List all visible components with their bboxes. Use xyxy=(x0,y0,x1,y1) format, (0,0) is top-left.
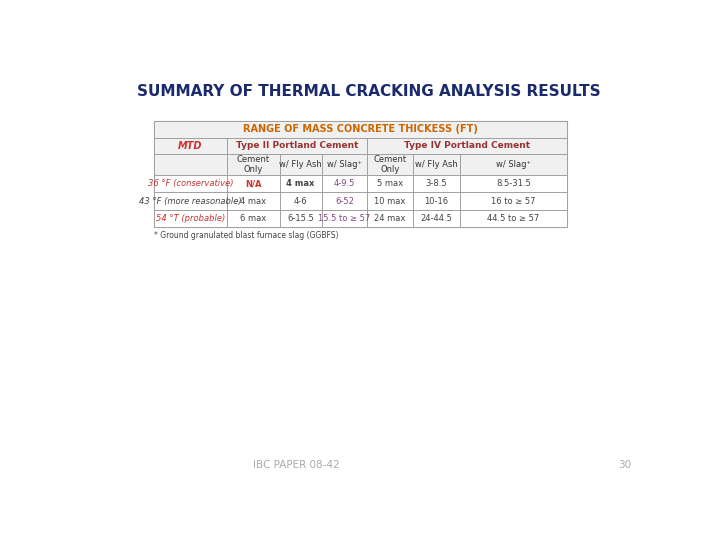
Text: 6-15.5: 6-15.5 xyxy=(287,214,314,223)
Text: 54 °T (probable): 54 °T (probable) xyxy=(156,214,225,223)
Bar xyxy=(367,210,413,227)
Text: 36 °F (conservative): 36 °F (conservative) xyxy=(148,179,233,188)
Text: * Ground granulated blast furnace slag (GGBFS): * Ground granulated blast furnace slag (… xyxy=(154,231,338,240)
Bar xyxy=(154,138,227,154)
Bar xyxy=(367,138,567,154)
Bar xyxy=(413,175,460,192)
Text: 4-9.5: 4-9.5 xyxy=(334,179,355,188)
Bar xyxy=(322,210,367,227)
Text: IBC PAPER 08-42: IBC PAPER 08-42 xyxy=(253,460,340,470)
Bar xyxy=(154,154,227,175)
Bar xyxy=(460,192,567,210)
Text: 6-52: 6-52 xyxy=(335,197,354,206)
Bar xyxy=(322,154,367,175)
Bar xyxy=(280,154,322,175)
Text: Type II Portland Cement: Type II Portland Cement xyxy=(235,141,359,150)
Text: 43 °F (more reasonable): 43 °F (more reasonable) xyxy=(139,197,242,206)
Text: 4 max: 4 max xyxy=(240,197,266,206)
Bar xyxy=(227,175,280,192)
Bar xyxy=(367,175,413,192)
Bar xyxy=(322,175,367,192)
Bar xyxy=(460,175,567,192)
Text: 4 max: 4 max xyxy=(287,179,315,188)
Bar xyxy=(460,210,567,227)
Bar xyxy=(154,210,227,227)
Bar xyxy=(322,192,367,210)
Text: w/ Slag⁺: w/ Slag⁺ xyxy=(496,160,531,169)
Text: SUMMARY OF THERMAL CRACKING ANALYSIS RESULTS: SUMMARY OF THERMAL CRACKING ANALYSIS RES… xyxy=(138,84,600,98)
Bar xyxy=(367,154,413,175)
Text: 6 max: 6 max xyxy=(240,214,266,223)
Bar xyxy=(227,210,280,227)
Text: Cement
Only: Cement Only xyxy=(237,155,270,174)
Text: 15.5 to ≥ 57: 15.5 to ≥ 57 xyxy=(318,214,371,223)
Text: Type IV Portland Cement: Type IV Portland Cement xyxy=(404,141,530,150)
Bar xyxy=(413,192,460,210)
Text: 5 max: 5 max xyxy=(377,179,403,188)
Bar xyxy=(154,175,227,192)
Bar xyxy=(280,192,322,210)
Text: 8.5-31.5: 8.5-31.5 xyxy=(496,179,531,188)
Bar xyxy=(227,154,280,175)
Text: 4-6: 4-6 xyxy=(294,197,307,206)
Text: MTD: MTD xyxy=(178,141,203,151)
Bar xyxy=(154,192,227,210)
Text: w/ Fly Ash: w/ Fly Ash xyxy=(415,160,458,169)
Text: 3-8.5: 3-8.5 xyxy=(426,179,447,188)
Text: 30: 30 xyxy=(618,460,631,470)
Bar xyxy=(367,192,413,210)
Text: N/A: N/A xyxy=(245,179,261,188)
Text: w/ Slag⁺: w/ Slag⁺ xyxy=(327,160,362,169)
Bar xyxy=(227,192,280,210)
Text: RANGE OF MASS CONCRETE THICKESS (FT): RANGE OF MASS CONCRETE THICKESS (FT) xyxy=(243,124,478,134)
Text: 24-44.5: 24-44.5 xyxy=(420,214,452,223)
Text: 16 to ≥ 57: 16 to ≥ 57 xyxy=(491,197,536,206)
Text: 24 max: 24 max xyxy=(374,214,405,223)
Text: Cement
Only: Cement Only xyxy=(374,155,407,174)
Bar xyxy=(460,154,567,175)
Text: 10-16: 10-16 xyxy=(424,197,449,206)
Bar xyxy=(227,138,367,154)
Bar xyxy=(154,121,567,227)
Bar xyxy=(413,154,460,175)
Bar xyxy=(280,175,322,192)
Bar xyxy=(280,210,322,227)
Text: w/ Fly Ash: w/ Fly Ash xyxy=(279,160,322,169)
Text: 44.5 to ≥ 57: 44.5 to ≥ 57 xyxy=(487,214,540,223)
Bar xyxy=(413,210,460,227)
Bar xyxy=(154,121,567,138)
Text: 10 max: 10 max xyxy=(374,197,405,206)
